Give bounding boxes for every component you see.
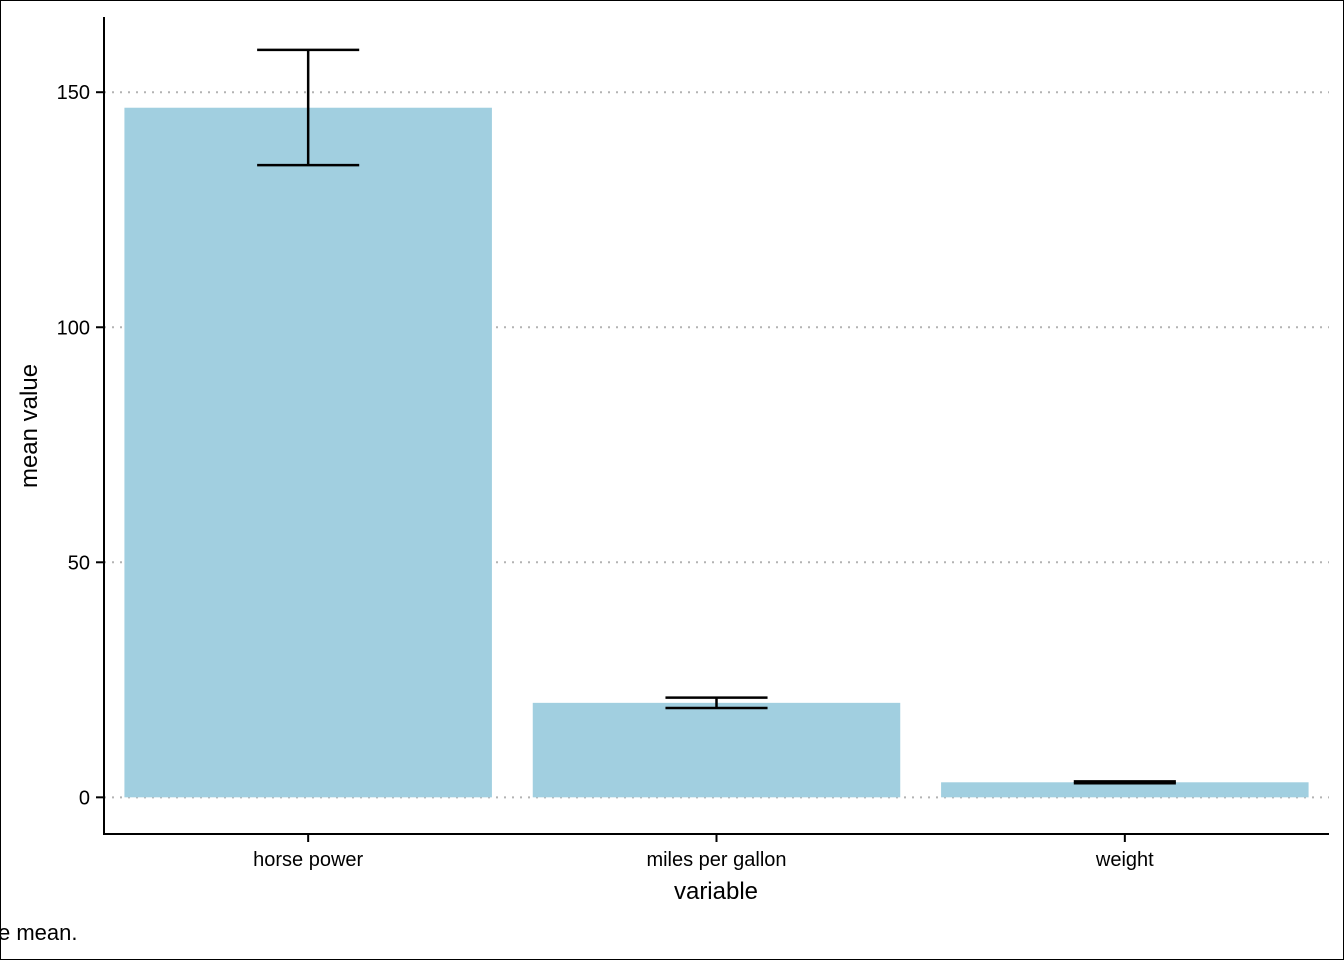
x-tick-label: miles per gallon <box>646 849 786 871</box>
bars <box>124 107 1309 798</box>
x-ticks: horse power miles per gallon weight <box>253 834 1154 871</box>
y-tick-label: 100 <box>57 317 90 339</box>
caption: e mean. <box>1 920 78 945</box>
y-axis-title: mean value <box>16 364 43 488</box>
bar-miles-per-gallon <box>532 702 901 798</box>
x-tick-label: weight <box>1095 849 1154 871</box>
y-tick-label: 50 <box>68 552 90 574</box>
error-bar-weight <box>1073 780 1176 785</box>
error-bar-miles-per-gallon <box>665 696 768 710</box>
y-ticks: 0 50 100 150 <box>57 82 104 809</box>
error-bar-horse-power <box>257 48 360 167</box>
bar-weight <box>941 782 1309 798</box>
error-bars <box>257 48 1176 785</box>
x-tick-label: horse power <box>253 849 363 871</box>
y-tick-label: 0 <box>79 787 90 809</box>
y-tick-label: 150 <box>57 82 90 104</box>
bar-horse-power <box>124 107 492 798</box>
x-axis-title: variable <box>674 878 758 905</box>
